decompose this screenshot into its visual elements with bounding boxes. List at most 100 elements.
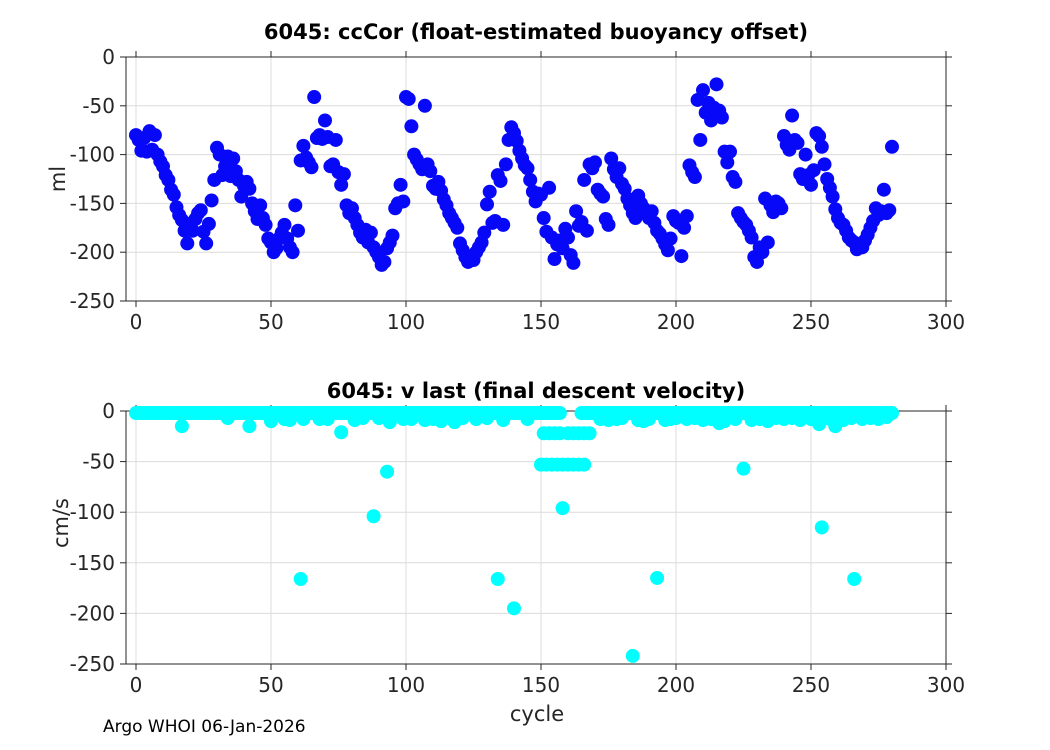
scatter-point	[493, 173, 508, 188]
scatter-point	[552, 406, 567, 421]
scatter-point	[307, 90, 322, 105]
x-tick-label: 200	[657, 310, 695, 334]
scatter-point	[404, 412, 419, 427]
y-tick-label: -100	[70, 143, 115, 167]
scatter-point	[382, 415, 397, 430]
x-tick-label: 0	[130, 310, 143, 334]
footer-text: Argo WHOI 06-Jan-2026	[103, 717, 306, 737]
scatter-point	[377, 254, 392, 269]
scatter-point	[812, 417, 827, 432]
scatter-point	[790, 135, 805, 150]
x-tick-label: 150	[522, 310, 560, 334]
scatter-point	[366, 509, 381, 524]
x-tick-label: 100	[387, 673, 425, 697]
scatter-point	[844, 411, 859, 426]
scatter-point	[496, 217, 511, 232]
scatter-point	[396, 194, 411, 209]
scatter-point	[687, 170, 702, 185]
scatter-point	[876, 182, 891, 197]
scatter-point	[393, 177, 408, 192]
scatter-point	[542, 180, 557, 195]
x-tick-label: 0	[130, 673, 143, 697]
x-tick-label: 200	[657, 673, 695, 697]
scatter-point	[625, 648, 640, 663]
scatter-point	[728, 174, 743, 189]
axes-border	[125, 56, 947, 302]
scatter-point	[774, 201, 789, 216]
scatter-point	[355, 411, 370, 426]
scatter-point	[404, 119, 419, 134]
scatter-point	[717, 414, 732, 429]
scatter-series	[128, 406, 899, 663]
scatter-point	[695, 83, 710, 98]
scatter-point	[147, 128, 162, 143]
scatter-point	[785, 108, 800, 123]
scatter-point	[582, 426, 597, 441]
y-tick-label: 0	[102, 399, 115, 423]
scatter-point	[417, 98, 432, 113]
scatter-point	[547, 252, 562, 267]
plot-canvas: 0 50 100 150 200 250 300 0 -50 -100 -150 -200 -250	[70, 399, 965, 697]
scatter-point	[555, 501, 570, 516]
y-tick-label: -200	[70, 240, 115, 264]
scatter-point	[277, 217, 292, 232]
scatter-point	[242, 181, 257, 196]
scatter-point	[401, 91, 416, 106]
scatter-point	[641, 412, 656, 427]
scatter-point	[220, 411, 235, 426]
scatter-point	[817, 157, 832, 172]
scatter-point	[714, 110, 729, 125]
scatter-point	[455, 411, 470, 426]
x-tick-label: 250	[792, 673, 830, 697]
scatter-point	[812, 129, 827, 144]
scatter-point	[336, 167, 351, 182]
scatter-point	[814, 520, 829, 535]
buoyancy-plot-area: 0 50 100 150 200 250 300 0 -50 -100 -150 -200 -250	[70, 45, 965, 334]
scatter-point	[668, 411, 683, 426]
scatter-point	[650, 570, 665, 585]
x-tick-label: 150	[522, 673, 560, 697]
y-tick-label: -50	[82, 94, 115, 118]
scatter-point	[258, 217, 273, 232]
scatter-point	[479, 411, 494, 426]
scatter-point	[363, 225, 378, 240]
y-tick-label: 0	[102, 45, 115, 69]
scatter-point	[263, 414, 278, 429]
scatter-point	[201, 216, 216, 231]
scatter-point	[679, 209, 694, 224]
axes-border	[125, 410, 947, 665]
scatter-point	[744, 230, 759, 245]
scatter-point	[371, 411, 386, 426]
scatter-series	[128, 77, 899, 272]
scatter-point	[166, 187, 181, 202]
scatter-point	[185, 223, 200, 238]
scatter-point	[506, 601, 521, 616]
scatter-point	[520, 412, 535, 427]
velocity-plot-area: 0 50 100 150 200 250 300 0 -50 -100 -150 -200 -250	[70, 399, 965, 697]
scatter-point	[296, 412, 311, 427]
scatter-point	[434, 414, 449, 429]
bottom-plot-title: 6045: v last (final descent velocity)	[326, 379, 746, 403]
scatter-point	[498, 157, 513, 172]
scatter-point	[174, 419, 189, 434]
scatter-point	[204, 193, 219, 208]
x-tick-label: 50	[258, 673, 283, 697]
y-tick-label: -50	[82, 450, 115, 474]
scatter-point	[380, 464, 395, 479]
scatter-point	[304, 160, 319, 175]
scatter-point	[825, 189, 840, 204]
scatter-point	[579, 223, 594, 238]
scatter-point	[614, 411, 629, 426]
scatter-point	[674, 249, 689, 264]
scatter-point	[798, 147, 813, 162]
scatter-point	[882, 203, 897, 218]
top-plot-title: 6045: ccCor (float-estimated buoyancy of…	[263, 20, 809, 44]
scatter-point	[560, 230, 575, 245]
scatter-point	[660, 243, 675, 258]
scatter-point	[814, 139, 829, 154]
scatter-point	[285, 245, 300, 260]
y-tick-label: -250	[70, 289, 115, 313]
scatter-point	[693, 132, 708, 147]
scatter-point	[596, 189, 611, 204]
